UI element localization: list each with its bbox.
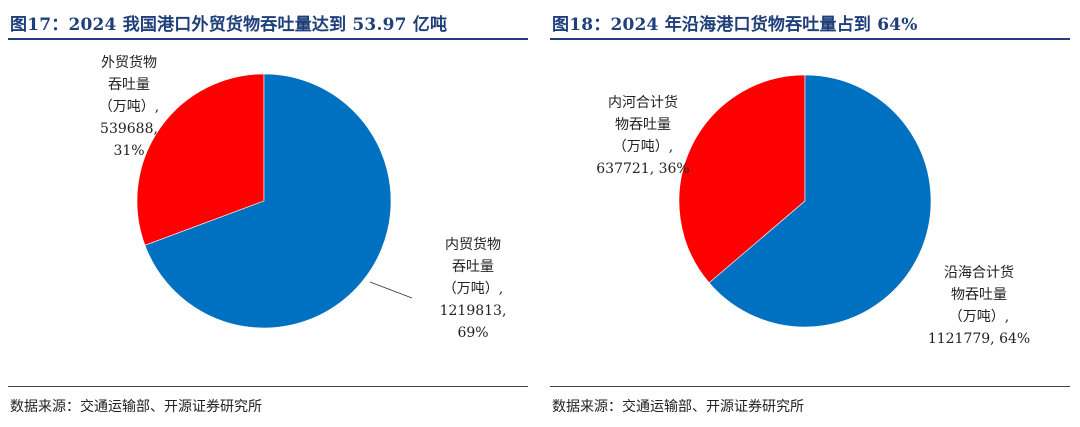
slice-label-foreign-trade: 外贸货物吞吐量 （万吨）, 539688, 31%: [74, 52, 184, 162]
slice-label-line: 外贸货物: [101, 55, 157, 71]
slice-label-line: 吞吐量: [108, 77, 150, 93]
pie-slice: [144, 73, 392, 329]
slice-label-line: 69%: [457, 325, 489, 341]
pie-chart: [136, 73, 413, 329]
slice-label-domestic-trade: 内贸货物吞吐量 （万吨）, 1219813, 69%: [418, 234, 528, 344]
slice-label-line: 1121779, 64%: [927, 331, 1031, 347]
slice-label-line: 内贸货物: [445, 237, 501, 253]
source-note: 数据来源：交通运输部、开源证券研究所: [552, 399, 804, 415]
source-rule: [8, 386, 528, 387]
title-rule: [8, 38, 528, 40]
pie-slice: [678, 74, 806, 284]
slice-label-line: （万吨）,: [612, 139, 674, 155]
slice-label-line: 31%: [113, 143, 145, 159]
chart-panel-right: 图18：2024 年沿海港口货物吞吐量占到 64% 内河合计货物吞吐量 （万吨）,…: [550, 0, 1070, 427]
chart-title: 图18：2024 年沿海港口货物吞吐量占到 64%: [552, 15, 918, 35]
slice-label-line: 沿海合计货: [944, 265, 1014, 281]
slice-label-line: 物吞吐量: [615, 117, 671, 133]
slice-label-line: 1219813,: [439, 303, 507, 319]
slice-label-line: （万吨）,: [948, 309, 1010, 325]
slice-label-line: 539688,: [100, 121, 158, 137]
slice-label-line: 637721, 36%: [596, 161, 690, 177]
slice-label-line: 吞吐量: [452, 259, 494, 275]
source-note: 数据来源：交通运输部、开源证券研究所: [10, 399, 262, 415]
slice-label-inland-river: 内河合计货物吞吐量 （万吨）, 637721, 36%: [578, 92, 708, 180]
leader-line: [369, 281, 413, 299]
pie-chart: [678, 74, 932, 328]
chart-panel-left: 图17：2024 我国港口外贸货物吞吐量达到 53.97 亿吨 外贸货物吞吐量 （…: [8, 0, 528, 427]
slice-label-line: 物吞吐量: [951, 287, 1007, 303]
slice-label-line: 内河合计货: [608, 95, 678, 111]
pie-slice: [136, 73, 265, 246]
title-rule: [550, 38, 1070, 40]
slice-label-line: （万吨）,: [442, 281, 504, 297]
slice-label-coastal: 沿海合计货物吞吐量 （万吨）, 1121779, 64%: [914, 262, 1044, 350]
slice-label-line: （万吨）,: [98, 99, 160, 115]
source-rule: [550, 386, 1070, 387]
pie-slice: [708, 74, 932, 328]
chart-title: 图17：2024 我国港口外贸货物吞吐量达到 53.97 亿吨: [10, 15, 448, 35]
